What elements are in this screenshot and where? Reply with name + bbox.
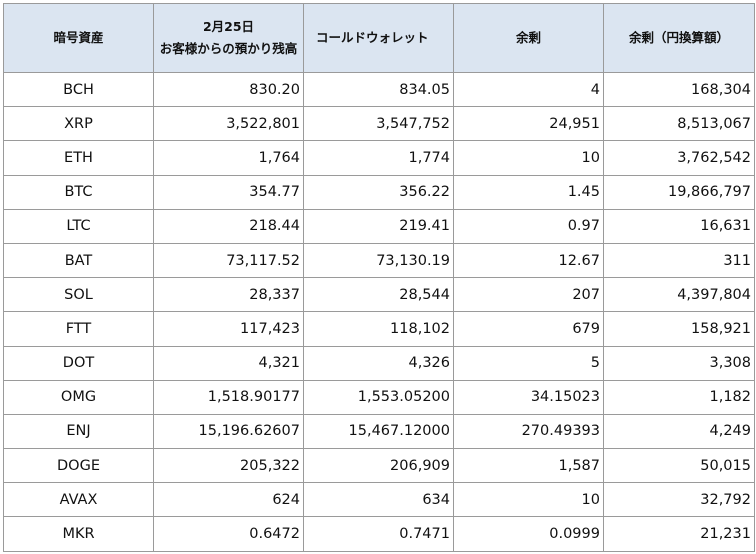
- cell-cold-wallet: 28,544: [303, 277, 454, 313]
- header-deposit-date: 2月25日: [202, 19, 255, 34]
- cell-surplus: 34.15023: [453, 379, 604, 415]
- cell-deposit-balance: 830.20: [153, 71, 304, 108]
- cell-surplus-jpy: 21,231: [603, 516, 755, 552]
- cell-surplus-jpy: 4,249: [603, 413, 755, 450]
- asset-balance-table: 暗号資産 2月25日 お客様からの預かり残高 コールドウォレット 余剰 余剰（円…: [3, 3, 755, 552]
- cell-cold-wallet: 0.7471: [303, 516, 454, 552]
- cell-asset: BTC: [3, 174, 154, 210]
- table-row: DOT 4,321 4,326 5 3,308: [3, 345, 755, 381]
- cell-cold-wallet: 219.41: [303, 208, 454, 244]
- cell-surplus-jpy: 1,182: [603, 379, 755, 415]
- cell-deposit-balance: 28,337: [153, 277, 304, 313]
- cell-cold-wallet: 1,774: [303, 140, 454, 176]
- table-header: 暗号資産 2月25日 お客様からの預かり残高 コールドウォレット 余剰 余剰（円…: [3, 3, 755, 73]
- cell-surplus: 679: [453, 311, 604, 347]
- header-surplus-jpy: 余剰（円換算額）: [603, 3, 755, 73]
- table-row: BTC 354.77 356.22 1.45 19,866,797: [3, 174, 755, 210]
- table-row: BAT 73,117.52 73,130.19 12.67 311: [3, 242, 755, 279]
- cell-surplus: 0.97: [453, 208, 604, 244]
- cell-deposit-balance: 73,117.52: [153, 242, 304, 279]
- cell-surplus: 1.45: [453, 174, 604, 210]
- cell-surplus-jpy: 168,304: [603, 71, 755, 108]
- cell-cold-wallet: 834.05: [303, 71, 454, 108]
- cell-surplus: 270.49393: [453, 413, 604, 450]
- cell-deposit-balance: 218.44: [153, 208, 304, 244]
- cell-surplus-jpy: 16,631: [603, 208, 755, 244]
- cell-cold-wallet: 4,326: [303, 345, 454, 381]
- cell-asset: MKR: [3, 516, 154, 552]
- header-deposit-balance: 2月25日 お客様からの預かり残高: [153, 3, 304, 73]
- cell-cold-wallet: 1,553.05200: [303, 379, 454, 415]
- cell-surplus-jpy: 158,921: [603, 311, 755, 347]
- cell-deposit-balance: 624: [153, 482, 304, 518]
- table-row: SOL 28,337 28,544 207 4,397,804: [3, 277, 755, 313]
- table-row: ENJ 15,196.62607 15,467.12000 270.49393 4,24…: [3, 413, 755, 450]
- cell-surplus-jpy: 19,866,797: [603, 174, 755, 210]
- header-surplus: 余剰: [453, 3, 604, 73]
- cell-surplus-jpy: 32,792: [603, 482, 755, 518]
- cell-deposit-balance: 4,321: [153, 345, 304, 381]
- cell-surplus: 24,951: [453, 106, 604, 142]
- cell-deposit-balance: 0.6472: [153, 516, 304, 552]
- cell-surplus-jpy: 8,513,067: [603, 106, 755, 142]
- cell-asset: ETH: [3, 140, 154, 176]
- cell-cold-wallet: 15,467.12000: [303, 413, 454, 450]
- cell-asset: ENJ: [3, 413, 154, 450]
- cell-deposit-balance: 354.77: [153, 174, 304, 210]
- cell-cold-wallet: 3,547,752: [303, 106, 454, 142]
- header-row: 暗号資産 2月25日 お客様からの預かり残高 コールドウォレット 余剰 余剰（円…: [3, 3, 755, 73]
- table-row: OMG 1,518.90177 1,553.05200 34.15023 1,182: [3, 379, 755, 415]
- table-row: DOGE 205,322 206,909 1,587 50,015: [3, 448, 755, 484]
- cell-surplus: 10: [453, 482, 604, 518]
- cell-surplus: 207: [453, 277, 604, 313]
- cell-surplus-jpy: 311: [603, 242, 755, 279]
- cell-cold-wallet: 634: [303, 482, 454, 518]
- table-row: XRP 3,522,801 3,547,752 24,951 8,513,067: [3, 106, 755, 142]
- cell-asset: XRP: [3, 106, 154, 142]
- header-deposit-label: お客様からの預かり残高: [159, 41, 298, 56]
- cell-cold-wallet: 356.22: [303, 174, 454, 210]
- cell-deposit-balance: 205,322: [153, 448, 304, 484]
- cell-surplus-jpy: 50,015: [603, 448, 755, 484]
- cell-asset: BAT: [3, 242, 154, 279]
- table-row: BCH 830.20 834.05 4 168,304: [3, 71, 755, 108]
- cell-cold-wallet: 118,102: [303, 311, 454, 347]
- cell-deposit-balance: 1,764: [153, 140, 304, 176]
- cell-asset: DOT: [3, 345, 154, 381]
- cell-asset: OMG: [3, 379, 154, 415]
- table-row: AVAX 624 634 10 32,792: [3, 482, 755, 518]
- cell-asset: BCH: [3, 71, 154, 108]
- cell-surplus: 12.67: [453, 242, 604, 279]
- cell-surplus: 4: [453, 71, 604, 108]
- cell-cold-wallet: 206,909: [303, 448, 454, 484]
- table-row: FTT 117,423 118,102 679 158,921: [3, 311, 755, 347]
- cell-deposit-balance: 3,522,801: [153, 106, 304, 142]
- table-body: BCH 830.20 834.05 4 168,304 XRP 3,522,801 3,547…: [3, 71, 755, 552]
- cell-surplus-jpy: 3,308: [603, 345, 755, 381]
- cell-deposit-balance: 15,196.62607: [153, 413, 304, 450]
- cell-asset: LTC: [3, 208, 154, 244]
- table-row: ETH 1,764 1,774 10 3,762,542: [3, 140, 755, 176]
- table-row: MKR 0.6472 0.7471 0.0999 21,231: [3, 516, 755, 552]
- cell-surplus-jpy: 3,762,542: [603, 140, 755, 176]
- cell-cold-wallet: 73,130.19: [303, 242, 454, 279]
- cell-surplus-jpy: 4,397,804: [603, 277, 755, 313]
- cell-asset: AVAX: [3, 482, 154, 518]
- header-cold-wallet: コールドウォレット: [303, 3, 454, 73]
- cell-surplus: 1,587: [453, 448, 604, 484]
- cell-deposit-balance: 117,423: [153, 311, 304, 347]
- cell-deposit-balance: 1,518.90177: [153, 379, 304, 415]
- table-row: LTC 218.44 219.41 0.97 16,631: [3, 208, 755, 244]
- cell-asset: SOL: [3, 277, 154, 313]
- cell-surplus: 5: [453, 345, 604, 381]
- cell-asset: DOGE: [3, 448, 154, 484]
- cell-surplus: 10: [453, 140, 604, 176]
- cell-asset: FTT: [3, 311, 154, 347]
- header-asset: 暗号資産: [3, 3, 154, 73]
- cell-surplus: 0.0999: [453, 516, 604, 552]
